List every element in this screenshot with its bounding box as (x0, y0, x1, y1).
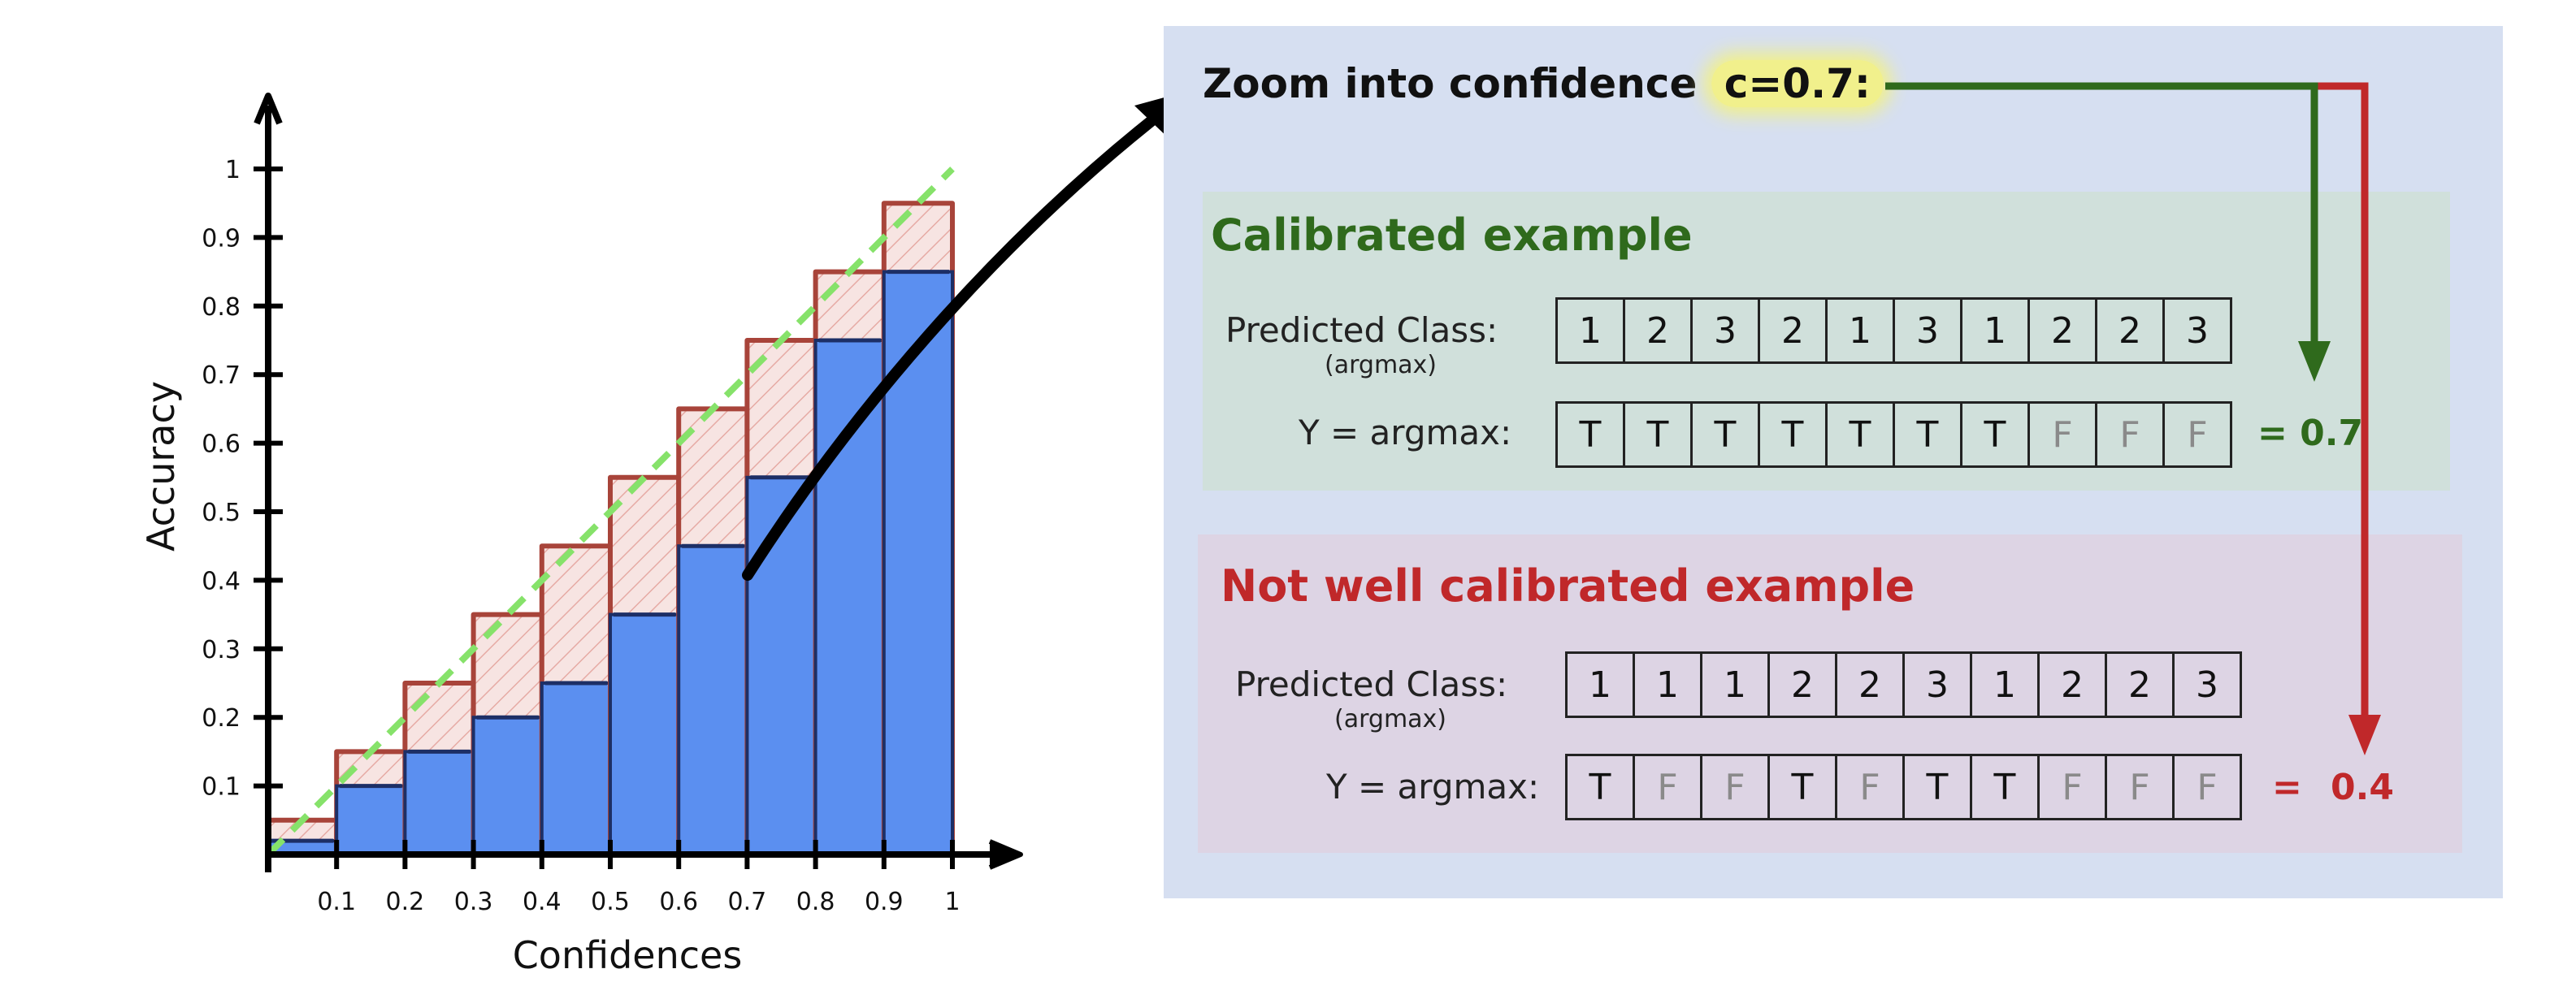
truth-cell: T (1970, 754, 2040, 820)
x-tick-label: 1 (944, 888, 960, 916)
not-calibrated-y-label: Y = argmax: (1326, 767, 1540, 807)
gap-bar (815, 271, 884, 340)
y-tick-label: 0.9 (202, 224, 241, 253)
green-arrow-head (2298, 341, 2331, 382)
x-axis-arrowhead (988, 839, 1023, 870)
class-cell: 1 (1555, 297, 1625, 364)
output-bar (335, 784, 407, 856)
truth-cell: T (1825, 401, 1895, 468)
y-tick-label: 0.6 (202, 430, 241, 459)
green-flow-arrow (1885, 82, 2318, 357)
truth-cell: F (2162, 401, 2232, 468)
x-tick-label: 0.2 (386, 888, 425, 916)
y-tick-label: 0.1 (202, 773, 241, 802)
x-tick-label: 0.6 (659, 888, 698, 916)
y-tick-label: 0.4 (202, 567, 241, 595)
y-tick-label: 0.8 (202, 293, 241, 322)
calibrated-predicted-label: Predicted Class: (1225, 310, 1498, 350)
y-tick-label: 1 (225, 156, 241, 184)
x-tick-label: 0.9 (865, 888, 904, 916)
x-axis-label: Confidences (513, 933, 743, 977)
gap-bar (610, 477, 679, 615)
y-tick-label: 0.2 (202, 704, 241, 733)
output-bar (540, 681, 612, 856)
calibrated-predicted-sub: (argmax) (1325, 351, 1438, 379)
reliability-chart: 0.1 0.2 0.3 0.4 0.5 0.6 0.7 0.8 0.9 1 0.1 0.2 0.3 0.4… (139, 93, 1023, 977)
not-calibrated-result-eq: = (2272, 767, 2302, 808)
not-calibrated-panel (1198, 534, 2462, 853)
truth-cell: T (1902, 754, 1972, 820)
output-bar (745, 475, 817, 856)
not-calibrated-predicted-sub: (argmax) (1334, 705, 1447, 733)
y-axis-label: Accuracy (139, 381, 183, 552)
red-flow-arrow (1885, 82, 2369, 731)
not-calibrated-heading: Not well calibrated example (1221, 560, 1915, 612)
gap-bar (473, 614, 542, 718)
zoom-title: Zoom into confidence c=0.7: (1203, 60, 1884, 107)
x-tick-label: 0.3 (454, 888, 493, 916)
truth-cell: F (1700, 754, 1770, 820)
x-tick-label: 0.8 (796, 888, 835, 916)
gap-bar (405, 683, 474, 752)
not-calibrated-result: 0.4 (2331, 767, 2394, 808)
y-axis-arrowhead (254, 93, 283, 125)
output-bar (677, 544, 749, 856)
calibrated-y-label: Y = argmax: (1299, 413, 1512, 452)
perfect-calibration-line (266, 167, 955, 857)
class-cell: 3 (2162, 297, 2232, 364)
y-tick-label: 0.5 (202, 499, 241, 527)
zoom-arrow (742, 97, 1181, 581)
x-tick-label: 0.1 (317, 888, 356, 916)
gap-bar (883, 203, 952, 272)
gap-bar (541, 546, 610, 683)
y-tick-label: 0.7 (202, 361, 241, 390)
red-arrow-head (2348, 715, 2381, 755)
calibrated-result: = 0.7 (2257, 413, 2364, 454)
x-tick-label: 0.5 (591, 888, 630, 916)
truth-cell: F (2027, 401, 2097, 468)
class-cell: 3 (2172, 651, 2242, 718)
zoom-title-text: Zoom into confidence (1203, 60, 1711, 107)
x-tick-label: 0.7 (728, 888, 767, 916)
y-tick-label: 0.3 (202, 636, 241, 664)
truth-cell: T (1690, 401, 1760, 468)
gap-bar (336, 751, 405, 786)
confidence-highlight: c=0.7: (1711, 60, 1884, 107)
truth-cell: F (2172, 754, 2242, 820)
calibrated-heading: Calibrated example (1211, 210, 1693, 261)
not-calibrated-predicted-label: Predicted Class: (1235, 664, 1508, 704)
x-tick-label: 0.4 (523, 888, 562, 916)
